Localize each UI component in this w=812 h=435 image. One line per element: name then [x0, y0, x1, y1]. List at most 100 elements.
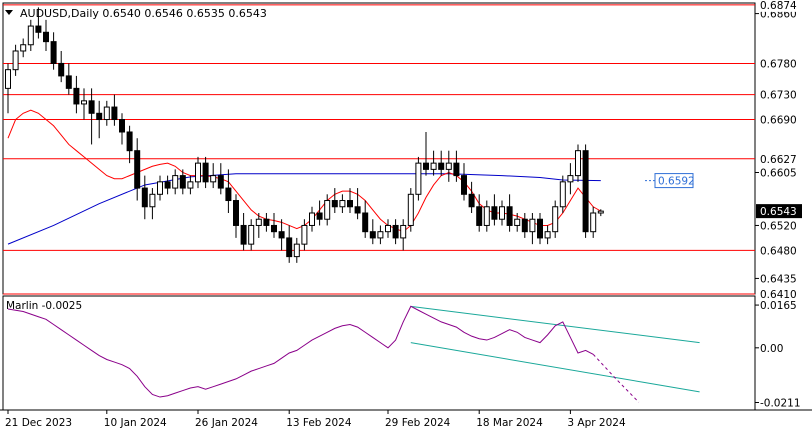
osc-channel-upper[interactable]	[410, 305, 700, 344]
candle[interactable]	[50, 32, 57, 70]
candle[interactable]	[164, 175, 171, 195]
candle[interactable]	[445, 150, 452, 182]
candle[interactable]	[119, 113, 125, 145]
candle[interactable]	[217, 163, 224, 195]
candle[interactable]	[126, 125, 133, 164]
candle[interactable]	[187, 175, 194, 195]
candle[interactable]	[202, 156, 209, 189]
date-label: 26 Jan 2024	[195, 417, 258, 429]
candle[interactable]	[347, 188, 353, 213]
candle-body	[461, 175, 467, 195]
candle[interactable]	[225, 169, 232, 213]
candle[interactable]	[5, 63, 11, 114]
candle[interactable]	[559, 175, 566, 213]
candle[interactable]	[240, 212, 247, 251]
candle[interactable]	[157, 175, 163, 201]
candle[interactable]	[339, 194, 346, 213]
candle[interactable]	[552, 200, 559, 238]
candle[interactable]	[179, 169, 186, 195]
osc-channel-lower[interactable]	[410, 342, 700, 393]
candle[interactable]	[377, 225, 384, 245]
candle[interactable]	[96, 100, 103, 139]
candle[interactable]	[369, 219, 376, 245]
candle[interactable]	[134, 138, 141, 201]
candle[interactable]	[58, 50, 65, 83]
candle-body	[552, 206, 559, 233]
candle[interactable]	[141, 175, 148, 220]
candle[interactable]	[233, 194, 239, 238]
candle[interactable]	[309, 206, 315, 232]
candle[interactable]	[12, 44, 19, 76]
candle-body	[187, 181, 194, 189]
candle-body	[430, 162, 437, 170]
candle[interactable]	[438, 150, 445, 176]
candle[interactable]	[575, 144, 581, 182]
candle[interactable]	[88, 88, 95, 145]
candle[interactable]	[331, 188, 338, 213]
candle[interactable]	[385, 219, 391, 238]
candle[interactable]	[582, 144, 589, 238]
candle[interactable]	[354, 188, 361, 220]
price-tick-label: 0.6605	[760, 167, 797, 179]
oscillator-pane[interactable]: 0.0165 0.00 -0.0211	[2, 295, 801, 411]
candle[interactable]	[286, 225, 293, 263]
candle-body	[491, 206, 498, 220]
main-price-pane[interactable]: 0.68600.66050.65200.64350.68740.67800.67…	[2, 0, 809, 301]
candle[interactable]	[73, 75, 80, 114]
candle[interactable]	[20, 38, 27, 58]
candle-body	[582, 150, 589, 233]
level-label: 0.6690	[760, 115, 797, 127]
date-label: 21 Dec 2023	[5, 417, 72, 429]
candle[interactable]	[278, 219, 285, 251]
candle[interactable]	[43, 19, 49, 51]
candle[interactable]	[103, 100, 110, 126]
collapse-triangle-icon[interactable]	[5, 10, 13, 15]
candle[interactable]	[499, 200, 505, 226]
candle-body	[476, 206, 483, 226]
candle[interactable]	[301, 219, 308, 251]
candle[interactable]	[537, 212, 543, 245]
candle[interactable]	[544, 225, 551, 245]
candle[interactable]	[263, 212, 270, 232]
candle[interactable]	[506, 194, 513, 232]
candle[interactable]	[293, 237, 300, 263]
level-label-bg	[757, 243, 809, 258]
candle[interactable]	[415, 156, 422, 201]
candle-body	[248, 224, 255, 245]
candle[interactable]	[491, 194, 498, 226]
candle[interactable]	[81, 88, 87, 120]
candle[interactable]	[430, 150, 437, 176]
candle[interactable]	[27, 19, 34, 51]
candle-body	[483, 206, 490, 226]
candle[interactable]	[529, 212, 536, 245]
candle[interactable]	[453, 150, 460, 182]
candle[interactable]	[407, 188, 414, 232]
candle[interactable]	[111, 94, 118, 126]
candle[interactable]	[195, 156, 201, 189]
candle[interactable]	[514, 212, 521, 232]
candle[interactable]	[461, 163, 467, 201]
candle[interactable]	[392, 219, 399, 245]
candle[interactable]	[248, 219, 255, 251]
candle[interactable]	[172, 169, 179, 195]
candle[interactable]	[567, 163, 574, 195]
candle[interactable]	[149, 188, 156, 220]
candle[interactable]	[65, 63, 72, 95]
candle[interactable]	[521, 212, 528, 238]
candle[interactable]	[35, 7, 42, 39]
candle[interactable]	[316, 200, 323, 226]
candle[interactable]	[210, 163, 217, 189]
candle[interactable]	[590, 206, 597, 238]
candle[interactable]	[324, 194, 331, 226]
candle[interactable]	[483, 200, 490, 232]
candle[interactable]	[400, 219, 407, 251]
candle[interactable]	[255, 212, 262, 238]
candle[interactable]	[423, 131, 429, 176]
candle[interactable]	[468, 181, 475, 213]
candle[interactable]	[271, 212, 277, 238]
candle[interactable]	[597, 209, 604, 217]
price-tick-label: 0.6520	[760, 220, 797, 232]
candle[interactable]	[362, 200, 369, 238]
x-axis: 21 Dec 2023 10 Jan 2024 26 Jan 2024 13 Feb …	[0, 409, 812, 429]
candle[interactable]	[476, 194, 483, 232]
